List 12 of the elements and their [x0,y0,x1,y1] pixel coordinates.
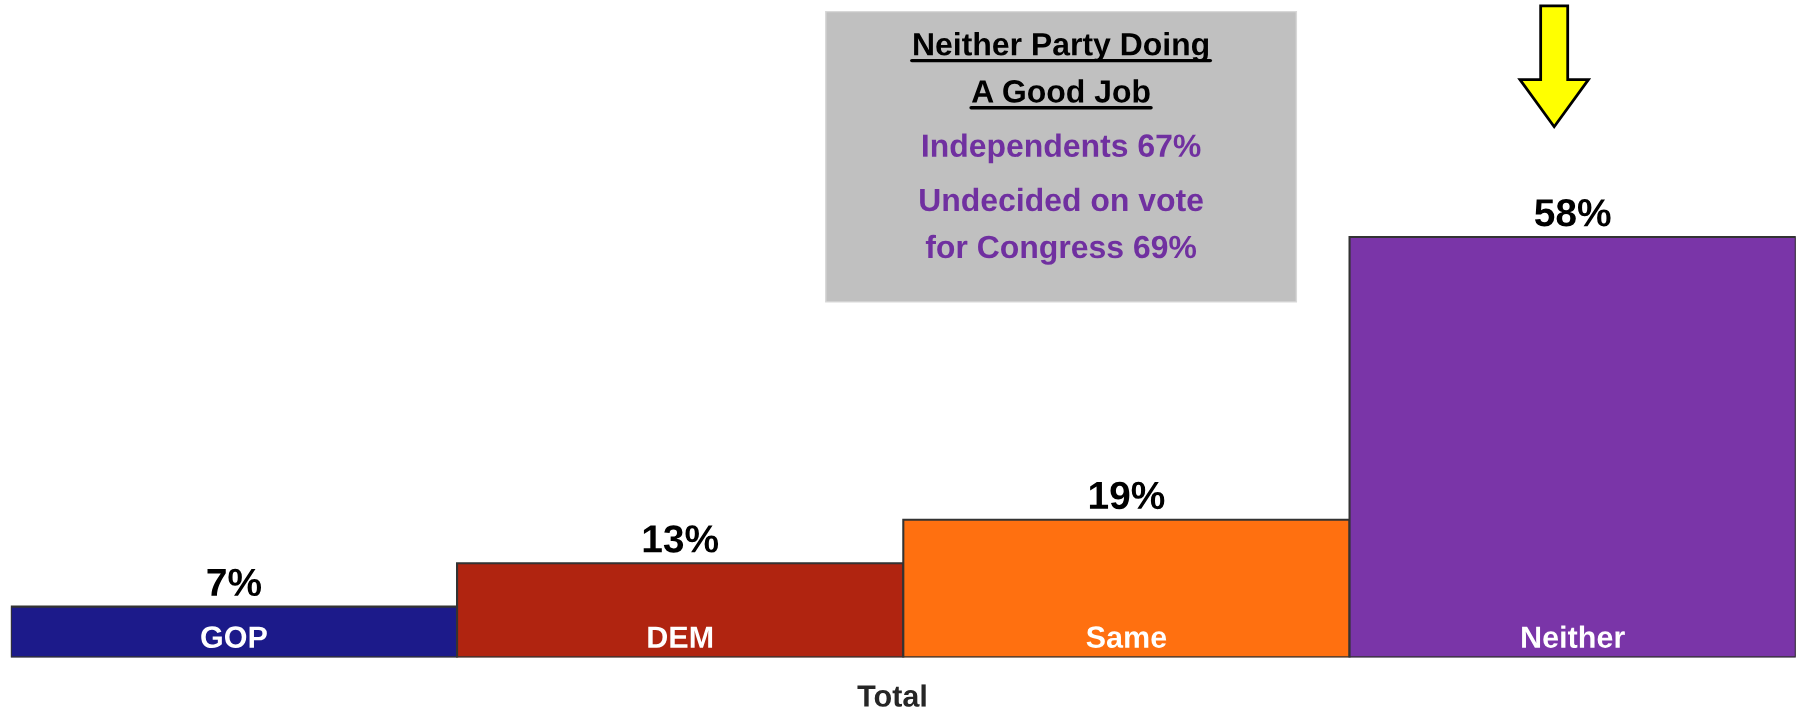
data-label: 19% [1089,481,1165,510]
x-axis-title: Total [857,684,926,707]
data-label: 7% [207,568,262,597]
data-label: 13% [643,525,719,553]
text: Independents 67% [922,133,1201,164]
x-tick-label: DEM [648,626,713,648]
x-tick-label: Same [1086,626,1167,648]
data-label: 58% [1534,199,1611,227]
text: Neither Party Doing A Good Job [914,32,1209,103]
x-tick-label: Neither [1522,625,1625,648]
x-tick-label: GOP [201,626,267,648]
annotation: Undecided on vote for Congress 69% [920,187,1203,265]
